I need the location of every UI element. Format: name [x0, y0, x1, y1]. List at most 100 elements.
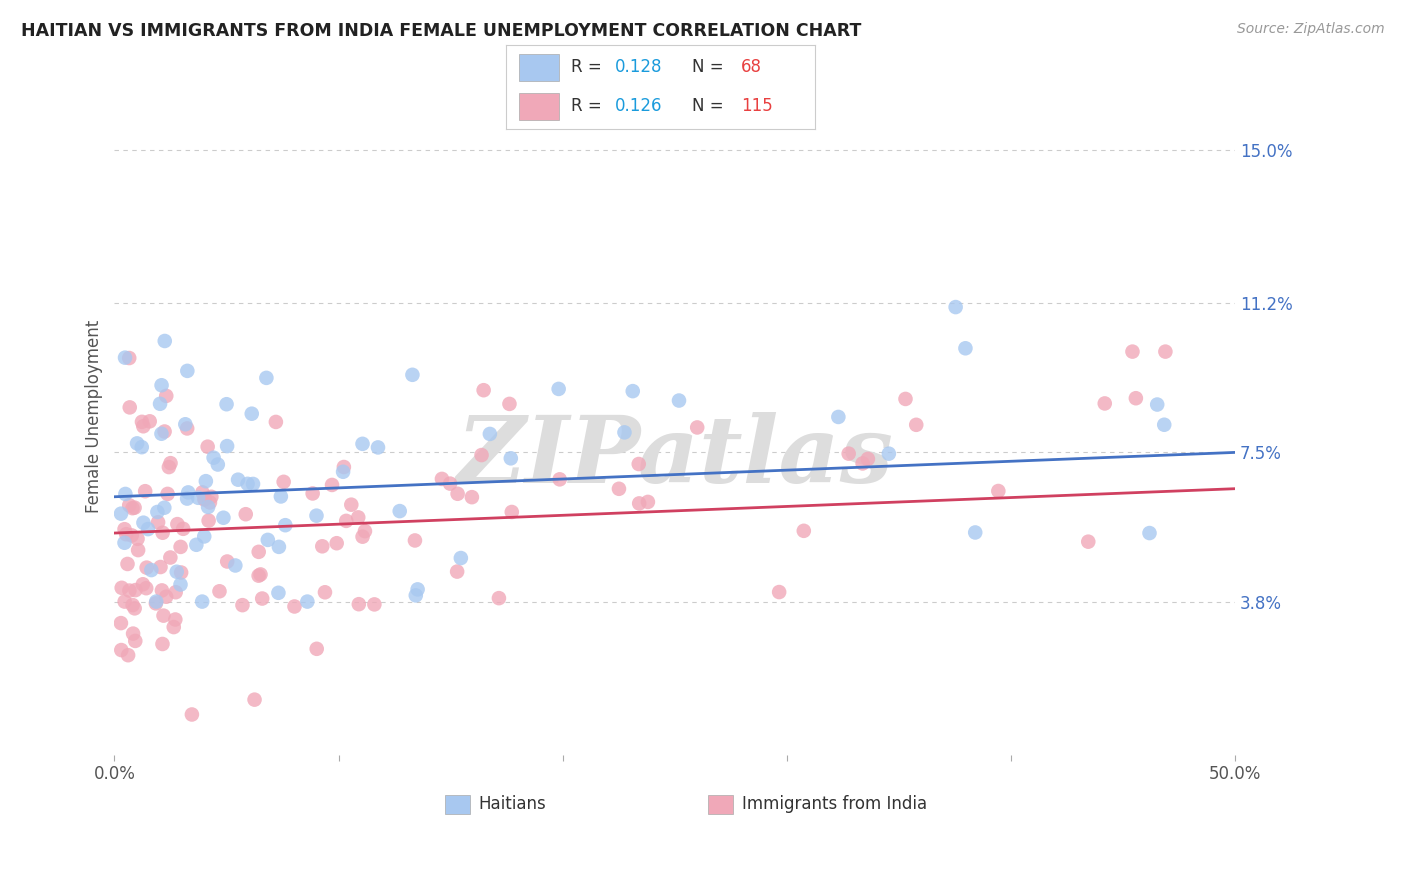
Point [145, 594, 167, 608]
Point [177, 485, 200, 500]
Point [450, 551, 472, 566]
Point [145, 596, 167, 610]
Point [335, 514, 357, 528]
Point [273, 475, 295, 489]
Point [110, 643, 132, 657]
Point [406, 582, 429, 597]
Point [686, 420, 709, 434]
Point [176, 491, 198, 506]
Point [114, 594, 136, 608]
Point [194, 474, 217, 488]
Text: HAITIAN VS IMMIGRANTS FROM INDIA FEMALE UNEMPLOYMENT CORRELATION CHART: HAITIAN VS IMMIGRANTS FROM INDIA FEMALE … [21, 22, 862, 40]
Point [548, 472, 571, 486]
Point [401, 368, 423, 382]
Point [150, 583, 173, 598]
Point [905, 417, 928, 432]
Point [877, 447, 900, 461]
Point [152, 637, 174, 651]
Point [114, 351, 136, 365]
Point [256, 533, 278, 547]
Point [297, 594, 319, 608]
Point [166, 517, 188, 532]
Point [136, 522, 159, 536]
Point [194, 491, 217, 506]
Point [311, 539, 333, 553]
Point [215, 397, 238, 411]
Point [852, 457, 875, 471]
Point [131, 415, 153, 429]
Point [110, 616, 132, 631]
Point [1077, 534, 1099, 549]
Point [388, 504, 411, 518]
Point [176, 421, 198, 435]
Point [153, 500, 176, 515]
Point [332, 465, 354, 479]
Text: 68: 68 [741, 59, 762, 77]
Point [193, 529, 215, 543]
Point [176, 364, 198, 378]
Point [333, 460, 356, 475]
Point [202, 450, 225, 465]
Point [118, 583, 141, 598]
Text: ZIPatlas: ZIPatlas [456, 412, 893, 502]
Point [131, 440, 153, 454]
Point [124, 601, 146, 615]
Point [198, 495, 221, 509]
FancyBboxPatch shape [444, 795, 470, 814]
Point [187, 491, 209, 505]
Point [405, 588, 427, 602]
Point [174, 417, 197, 432]
Point [132, 577, 155, 591]
Point [118, 351, 141, 365]
Point [347, 597, 370, 611]
Point [122, 626, 145, 640]
Text: 0.126: 0.126 [614, 97, 662, 115]
Point [242, 477, 264, 491]
Point [197, 500, 219, 514]
Point [150, 426, 173, 441]
Point [121, 598, 143, 612]
Point [114, 487, 136, 501]
Point [152, 525, 174, 540]
Point [247, 545, 270, 559]
Point [208, 584, 231, 599]
Point [446, 565, 468, 579]
Point [226, 473, 249, 487]
Point [945, 300, 967, 314]
Point [461, 490, 484, 504]
Point [1154, 344, 1177, 359]
Point [1094, 396, 1116, 410]
Point [301, 486, 323, 500]
Point [325, 536, 347, 550]
Point [270, 490, 292, 504]
Point [200, 490, 222, 504]
Point [243, 692, 266, 706]
Point [267, 586, 290, 600]
Text: Source: ZipAtlas.com: Source: ZipAtlas.com [1237, 22, 1385, 37]
Point [1125, 391, 1147, 405]
Point [153, 334, 176, 348]
Point [191, 594, 214, 608]
Point [172, 522, 194, 536]
Point [135, 560, 157, 574]
FancyBboxPatch shape [519, 93, 558, 120]
Point [165, 585, 187, 599]
Point [613, 425, 636, 440]
Point [124, 500, 146, 515]
Point [404, 533, 426, 548]
Point [193, 492, 215, 507]
Point [340, 498, 363, 512]
Point [155, 389, 177, 403]
Point [321, 478, 343, 492]
Point [472, 383, 495, 397]
Point [264, 415, 287, 429]
Point [149, 560, 172, 574]
Point [153, 425, 176, 439]
Point [224, 558, 246, 573]
Point [347, 510, 370, 524]
Point [159, 456, 181, 470]
Point [627, 457, 650, 471]
Point [1146, 398, 1168, 412]
Point [547, 382, 569, 396]
Point [114, 522, 136, 536]
